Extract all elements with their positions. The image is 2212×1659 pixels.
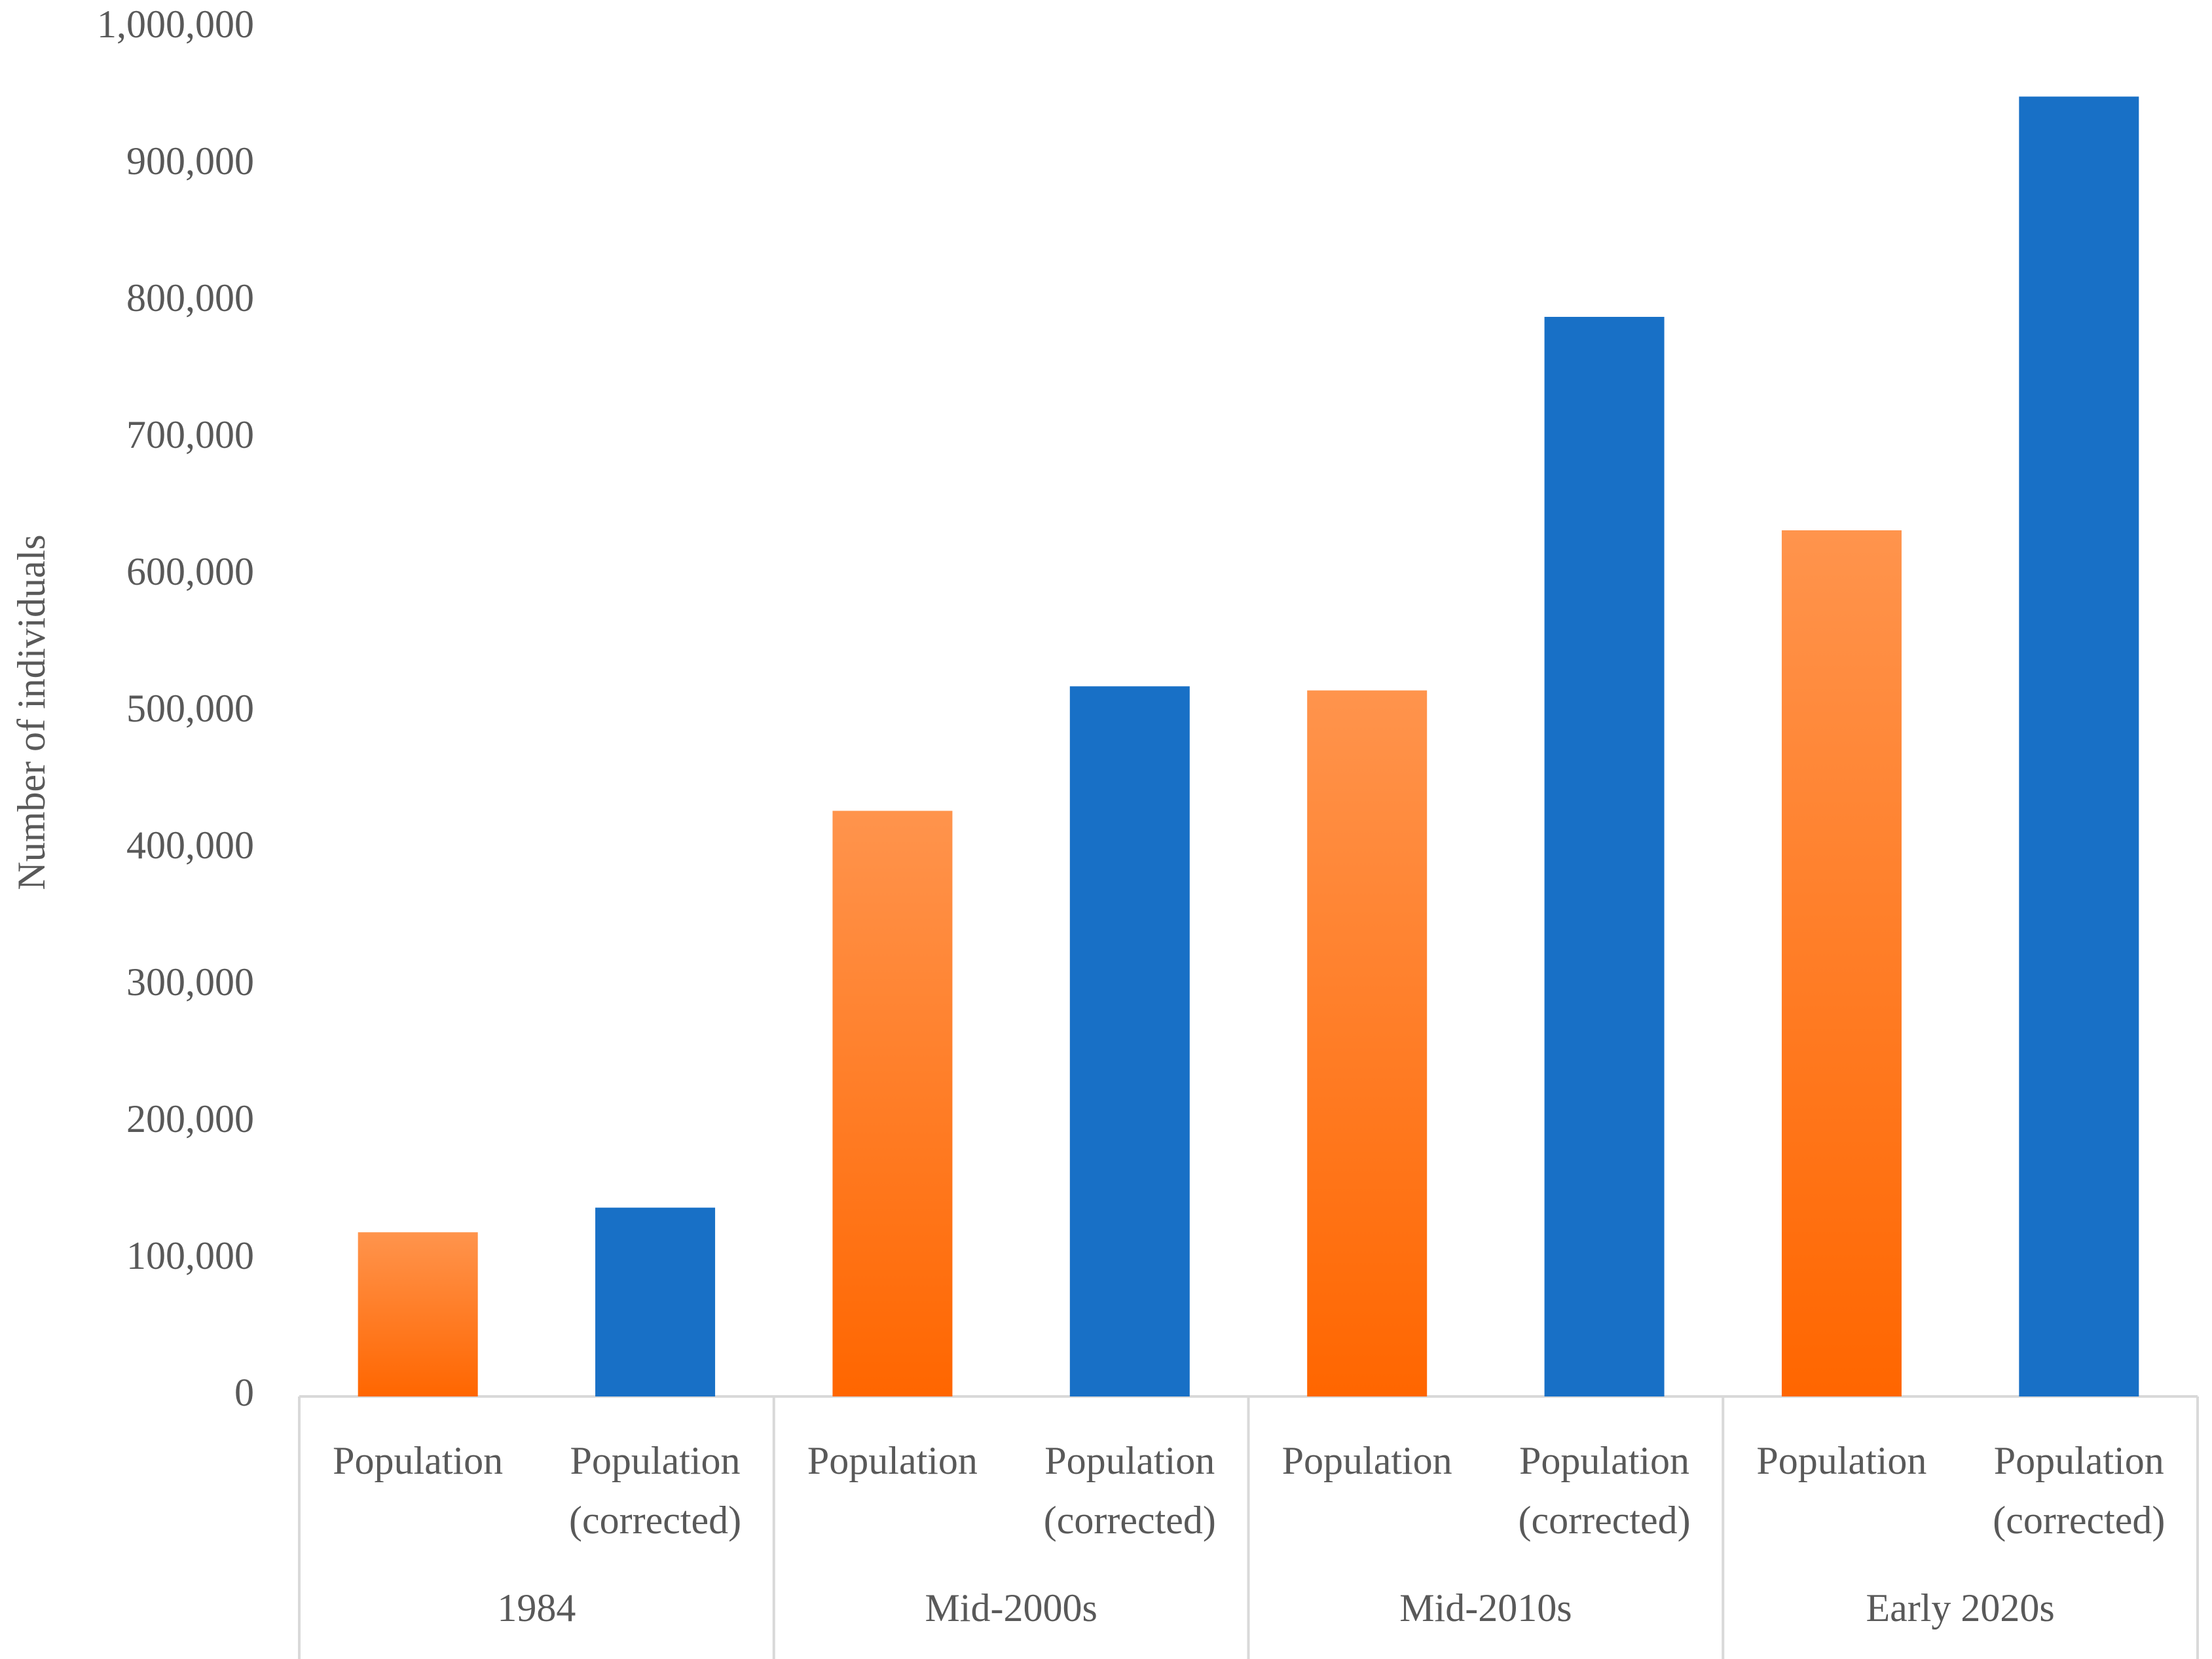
y-tick-label: 300,000 <box>126 960 254 1004</box>
y-tick-label: 600,000 <box>126 550 254 593</box>
y-tick-label: 500,000 <box>126 687 254 730</box>
x-tick-label: Population (corrected) <box>1043 1439 1216 1542</box>
y-tick-label: 700,000 <box>126 413 254 456</box>
group-label: 1984 <box>497 1586 576 1630</box>
y-tick-label: 0 <box>234 1371 254 1414</box>
group-label: Mid-2000s <box>925 1586 1097 1630</box>
x-tick-label: Population <box>333 1439 504 1482</box>
bar <box>358 1232 478 1396</box>
group-label: Mid-2010s <box>1399 1586 1572 1630</box>
x-tick-label: Population <box>807 1439 978 1482</box>
bar <box>1781 530 1902 1396</box>
group-label: Early 2020s <box>1866 1586 2054 1630</box>
x-tick-label: Population <box>1281 1439 1452 1482</box>
x-tick-label: Population (corrected) <box>569 1439 742 1542</box>
x-tick-label: Population <box>1756 1439 1927 1482</box>
y-tick-label: 800,000 <box>126 276 254 319</box>
y-tick-label: 1,000,000 <box>97 3 254 46</box>
bar <box>832 811 953 1396</box>
bar <box>1544 316 1665 1396</box>
y-tick-label: 200,000 <box>126 1097 254 1140</box>
x-tick-label: Population (corrected) <box>1518 1439 1691 1542</box>
bar <box>1307 690 1428 1396</box>
y-tick-label: 100,000 <box>126 1234 254 1277</box>
bar <box>595 1207 716 1396</box>
bar <box>2019 96 2139 1396</box>
x-tick-label: Population (corrected) <box>1993 1439 2166 1542</box>
y-tick-label: 400,000 <box>126 824 254 867</box>
y-tick-label: 900,000 <box>126 139 254 183</box>
y-axis-title: Number of individuals <box>10 534 53 890</box>
bar <box>1069 686 1190 1396</box>
